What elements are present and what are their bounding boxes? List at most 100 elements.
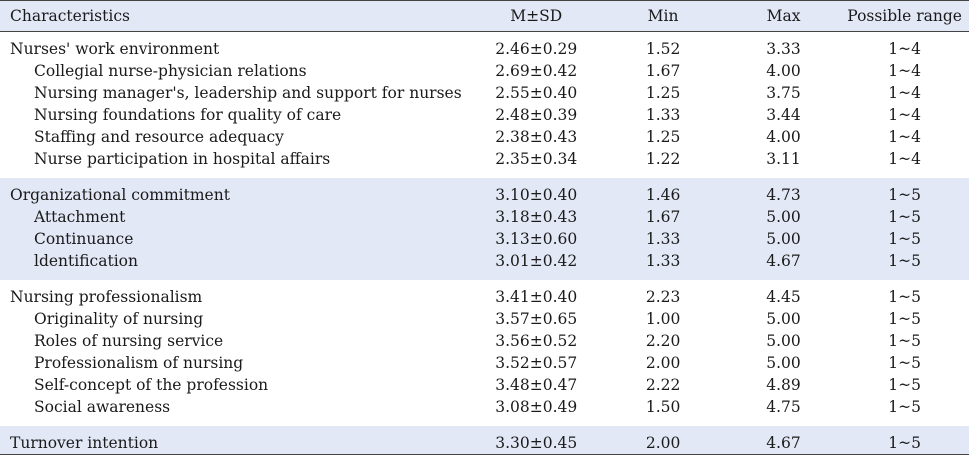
cell-max: 5.00 [766, 332, 801, 350]
table-row: Turnover intention 3.30±0.45 2.00 4.67 1~5 [0, 426, 969, 455]
cell-possible-range: 1~4 [888, 40, 921, 58]
table-row: Nurses' work environment 2.46±0.29 1.52 3.3… [0, 32, 969, 61]
cell-characteristic: Turnover intention [0, 426, 474, 455]
table-row: Nursing foundations for quality of care 2… [0, 104, 969, 126]
cell-mean-sd: 3.13±0.60 [495, 230, 578, 248]
cell-max: 4.00 [766, 62, 801, 80]
table-row: Nursing manager's, leadership and suppor… [0, 82, 969, 104]
table-row: Continuance 3.13±0.60 1.33 5.00 1~5 [0, 228, 969, 250]
cell-mean-sd: 2.69±0.42 [495, 62, 578, 80]
cell-possible-range: 1~5 [888, 230, 921, 248]
cell-possible-range: 1~4 [888, 106, 921, 124]
cell-possible-range: 1~5 [840, 426, 969, 455]
cell-mean-sd: 3.41±0.40 [495, 288, 578, 306]
cell-mean-sd: 2.38±0.43 [495, 128, 578, 146]
cell-max: 5.00 [766, 230, 801, 248]
cell-possible-range: 1~5 [888, 332, 921, 350]
cell-min: 1.25 [645, 84, 681, 102]
cell-characteristic: Social awareness [34, 398, 171, 416]
cell-max: 3.75 [766, 84, 801, 102]
cell-characteristic: Attachment [34, 208, 126, 226]
table-row: Social awareness 3.08±0.49 1.50 4.75 1~5 [0, 396, 969, 418]
table-body: Nurses' work environment 2.46±0.29 1.52 3.3… [0, 32, 969, 455]
table-row: Nursing professionalism 3.41±0.40 2.23 4.45… [0, 280, 969, 308]
spacer-cell [0, 272, 969, 280]
cell-max: 5.00 [766, 310, 801, 328]
cell-min: 1.33 [645, 252, 681, 270]
cell-min: 1.33 [645, 106, 681, 124]
cell-mean-sd: 3.08±0.49 [495, 398, 578, 416]
cell-mean-sd: 3.56±0.52 [495, 332, 578, 350]
cell-possible-range: 1~5 [888, 310, 921, 328]
cell-max: 4.89 [766, 376, 801, 394]
cell-min: 1.67 [645, 208, 681, 226]
cell-min: 1.33 [645, 230, 681, 248]
cell-characteristic: Roles of nursing service [34, 332, 224, 350]
cell-mean-sd: 3.10±0.40 [495, 186, 578, 204]
cell-possible-range: 1~5 [888, 252, 921, 270]
cell-characteristic: Continuance [34, 230, 134, 248]
cell-mean-sd: 3.48±0.47 [495, 376, 578, 394]
cell-characteristic: Originality of nursing [34, 310, 204, 328]
cell-mean-sd: 3.01±0.42 [495, 252, 578, 270]
cell-possible-range: 1~4 [888, 84, 921, 102]
spacer-cell [0, 170, 969, 178]
cell-min: 1.22 [645, 150, 681, 168]
table-row: Collegial nurse-physician relations 2.69±… [0, 60, 969, 82]
cell-min: 1.67 [645, 62, 681, 80]
cell-possible-range: 1~5 [888, 398, 921, 416]
cell-min: 1.50 [645, 398, 681, 416]
table-row: Originality of nursing 3.57±0.65 1.00 5.00 1… [0, 308, 969, 330]
cell-min: 1.00 [645, 310, 681, 328]
cell-possible-range: 1~5 [888, 354, 921, 372]
cell-max: 4.00 [766, 128, 801, 146]
cell-possible-range: 1~4 [888, 62, 921, 80]
cell-characteristic: Self-concept of the profession [34, 376, 269, 394]
header-possible-range: Possible range [840, 0, 969, 32]
cell-characteristic: Collegial nurse-physician relations [34, 62, 307, 80]
header-mean-sd: M±SD [473, 0, 600, 32]
cell-max: 3.44 [766, 106, 801, 124]
table-row: ldentification 3.01±0.42 1.33 4.67 1~5 [0, 250, 969, 272]
cell-possible-range: 1~5 [888, 376, 921, 394]
cell-characteristic: Organizational commitment [10, 186, 230, 204]
header-row: Characteristics M±SD Min Max Possible ra… [0, 0, 969, 32]
cell-min: 2.22 [645, 376, 681, 394]
table-row: Staffing and resource adequacy 2.38±0.43 1… [0, 126, 969, 148]
table-row: Professionalism of nursing 3.52±0.57 2.00 5… [0, 352, 969, 374]
cell-characteristic: Nurse participation in hospital affairs [34, 150, 331, 168]
cell-characteristic: ldentification [34, 252, 138, 270]
table-row: Attachment 3.18±0.43 1.67 5.00 1~5 [0, 206, 969, 228]
cell-possible-range: 1~5 [888, 288, 921, 306]
spacer-cell [0, 418, 969, 426]
cell-characteristic: Professionalism of nursing [34, 354, 244, 372]
cell-characteristic: Nurses' work environment [10, 40, 220, 58]
table-row: Self-concept of the profession 3.48±0.47 2… [0, 374, 969, 396]
cell-mean-sd: 2.35±0.34 [495, 150, 578, 168]
cell-mean-sd: 3.52±0.57 [495, 354, 578, 372]
cell-max: 4.75 [766, 398, 801, 416]
cell-mean-sd: 3.57±0.65 [495, 310, 578, 328]
table-row: Organizational commitment 3.10±0.40 1.46 4.… [0, 178, 969, 206]
cell-possible-range: 1~4 [888, 150, 921, 168]
table-row: Roles of nursing service 3.56±0.52 2.20 5.0… [0, 330, 969, 352]
cell-possible-range: 1~5 [888, 186, 921, 204]
header-max: Max [726, 0, 841, 32]
table-row: Nurse participation in hospital affairs 2… [0, 148, 969, 170]
cell-max: 3.33 [766, 40, 801, 58]
cell-min: 1.52 [645, 40, 681, 58]
cell-mean-sd: 3.18±0.43 [495, 208, 578, 226]
cell-min: 1.46 [645, 186, 681, 204]
cell-min: 2.00 [645, 354, 681, 372]
cell-max: 4.67 [726, 426, 841, 455]
cell-min: 2.23 [645, 288, 681, 306]
cell-mean-sd: 2.48±0.39 [495, 106, 578, 124]
cell-max: 5.00 [766, 354, 801, 372]
cell-possible-range: 1~5 [888, 208, 921, 226]
cell-min: 1.25 [645, 128, 681, 146]
table-header: Characteristics M±SD Min Max Possible ra… [0, 0, 969, 32]
cell-characteristic: Nursing professionalism [10, 288, 203, 306]
cell-mean-sd: 2.46±0.29 [495, 40, 578, 58]
